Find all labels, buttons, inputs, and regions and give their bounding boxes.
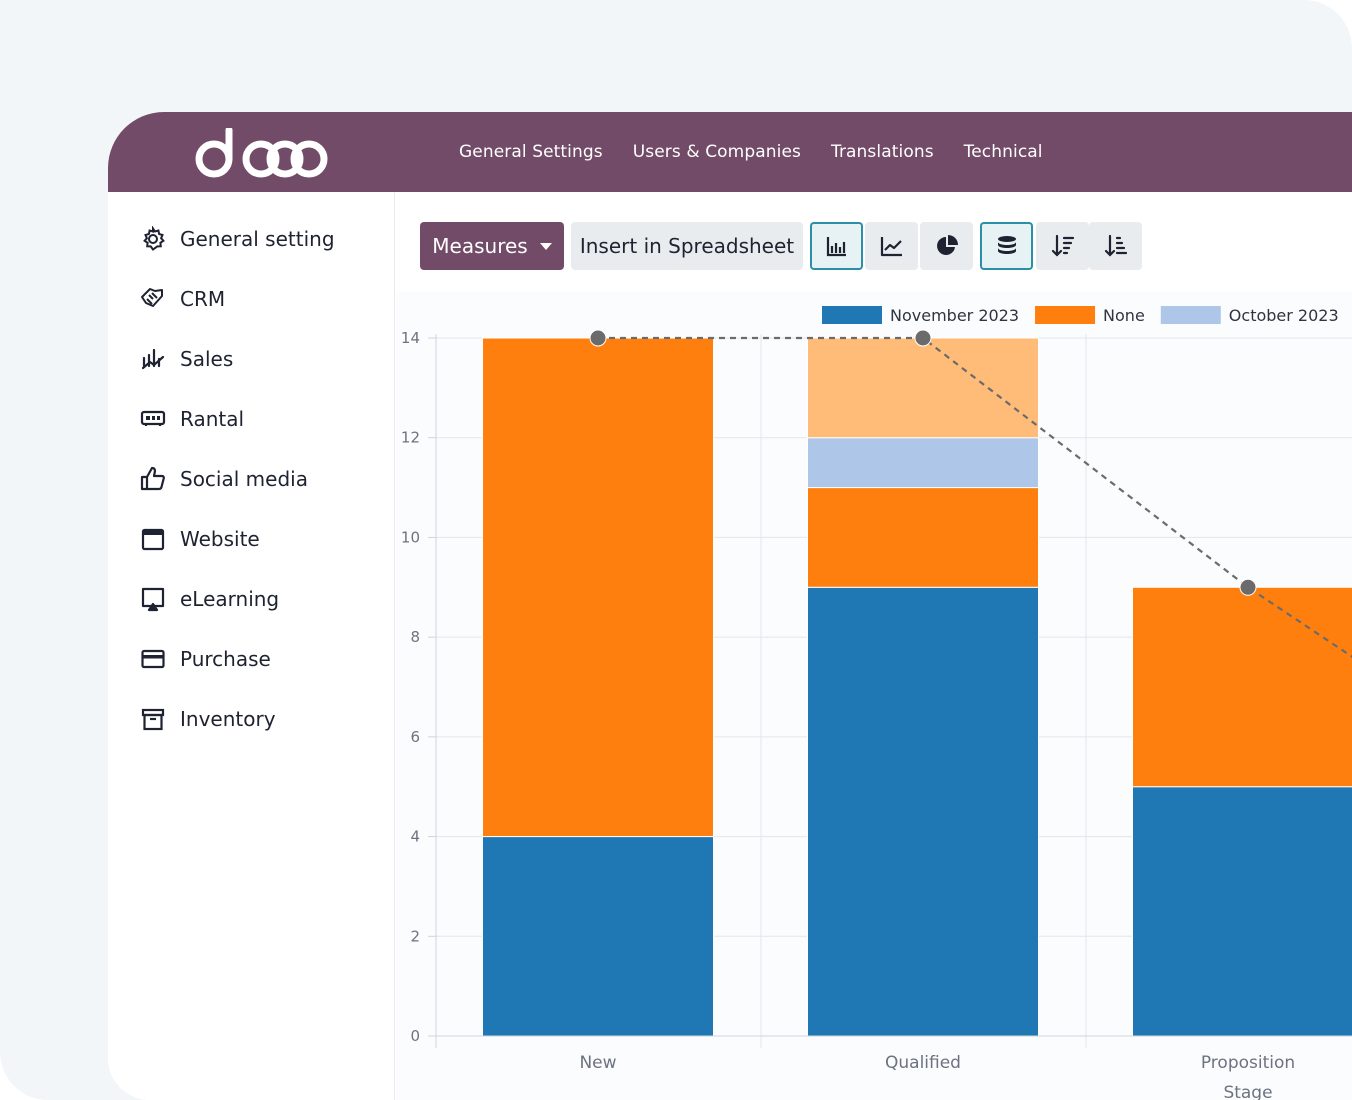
sidebar: General setting CRM Sales Rantal Social … [108,192,395,1100]
legend-swatch [1160,306,1221,324]
stack-icon [997,236,1016,254]
totals-point [589,329,607,347]
sidebar-item-label: Social media [180,467,308,491]
rental-icon [140,410,166,426]
x-tick-label: New [579,1053,616,1073]
sidebar-item-label: Sales [180,347,234,371]
menu-translations[interactable]: Translations [830,142,934,162]
bar-segment [1132,586,1352,788]
menu-general-settings[interactable]: General Settings [459,142,603,162]
pie-chart-view-button[interactable] [920,222,973,270]
top-navbar: General Settings Users & Companies Trans… [108,112,1352,192]
legend-label: October 2023 [1229,306,1339,325]
archive-box-icon [141,708,165,731]
stacked-toggle-button[interactable] [980,222,1033,270]
bar-chart-icon [826,237,846,257]
bar-chart-view-button[interactable] [810,222,863,270]
insert-label: Insert in Spreadsheet [579,234,795,258]
bar-segment [482,337,714,838]
bar-segment [807,586,1039,1037]
sidebar-item-label: CRM [180,287,226,311]
top-menu: General Settings Users & Companies Trans… [459,112,1043,192]
handshake-icon [141,288,163,307]
browser-window-icon [141,528,165,551]
sort-descending-button[interactable] [1036,222,1089,270]
bar-segment [807,337,1039,439]
sort-ascending-button[interactable] [1089,222,1142,270]
sidebar-item-inventory[interactable]: Inventory [140,701,276,737]
sidebar-item-general-setting[interactable]: General setting [140,221,335,257]
y-tick-label: 14 [401,329,420,347]
measures-label: Measures [432,234,528,258]
y-tick-label: 0 [410,1027,420,1045]
caret-down-icon [539,242,552,250]
y-tick-label: 4 [410,828,420,846]
sales-chart-icon [141,348,165,370]
sidebar-item-label: Rantal [180,407,245,431]
y-tick-label: 2 [410,927,420,945]
totals-point [914,329,932,347]
measures-dropdown[interactable]: Measures [420,222,564,270]
thumbs-up-icon [140,466,165,491]
bar-segment [807,487,1039,588]
sidebar-item-sales[interactable]: Sales [140,341,233,377]
line-chart-view-button[interactable] [865,222,918,270]
sort-ascending-icon [1104,234,1127,257]
bar-segment [1132,786,1352,1037]
legend-label: None [1103,306,1145,325]
y-tick-label: 10 [401,528,420,546]
x-tick-label: Qualified [885,1053,961,1073]
y-tick-label: 12 [401,429,420,447]
bar-segment [482,836,714,1037]
sidebar-item-label: General setting [180,227,335,251]
screen-learning-icon [141,587,165,612]
x-tick-label: Proposition [1201,1053,1295,1073]
totals-point [1239,578,1257,596]
sidebar-item-social-media[interactable]: Social media [140,461,308,497]
bar-segment [807,437,1039,489]
pie-chart-icon [936,235,958,255]
main-content: Measures Insert in Spreadsheet 0 2 4 6 8 10 12… [396,192,1352,1100]
menu-users-companies[interactable]: Users & Companies [632,142,801,162]
legend-swatch [1035,306,1096,324]
y-tick-label: 8 [410,628,420,646]
app-window: General Settings Users & Companies Trans… [108,112,1352,1100]
sidebar-item-website[interactable]: Website [140,521,260,557]
sidebar-item-rantal[interactable]: Rantal [140,401,244,437]
credit-card-icon [141,649,165,669]
sidebar-item-label: Purchase [180,647,271,671]
x-axis-label: Stage [1223,1083,1272,1100]
sidebar-item-label: Inventory [180,707,276,731]
insert-in-spreadsheet-button[interactable]: Insert in Spreadsheet [571,222,803,270]
totals-line [598,336,1352,658]
sidebar-item-label: Website [180,527,260,551]
menu-technical[interactable]: Technical [963,142,1043,162]
chart-area: 0 2 4 6 8 10 12 14 New Qualified Proposition Stage N… [396,292,1352,1100]
legend-label: November 2023 [890,306,1019,325]
sidebar-item-purchase[interactable]: Purchase [140,641,271,677]
gear-icon [143,226,165,251]
y-tick-label: 6 [410,728,420,746]
odoo-logo[interactable] [194,128,330,180]
legend-swatch [822,306,882,324]
sidebar-item-elearning[interactable]: eLearning [140,581,279,617]
sort-descending-icon [1051,234,1074,257]
stacked-bar-chart: 0 2 4 6 8 10 12 14 New Qualified Proposition Stage N… [401,306,1352,1100]
sidebar-item-crm[interactable]: CRM [140,281,225,317]
sidebar-item-label: eLearning [180,587,280,611]
line-chart-icon [880,237,902,257]
